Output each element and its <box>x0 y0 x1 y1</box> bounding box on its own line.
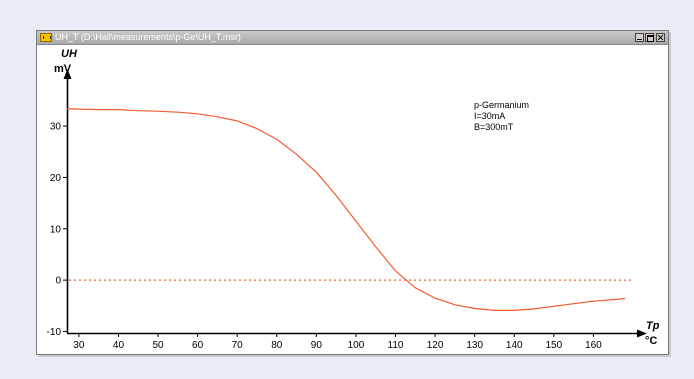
y-axis-unit: mV <box>54 63 72 75</box>
maximize-button[interactable] <box>645 33 654 42</box>
y-tick-label: 30 <box>50 122 62 133</box>
series-line-uh <box>66 108 626 311</box>
x-tick-label: 80 <box>271 340 283 351</box>
x-tick-label: 90 <box>311 340 323 351</box>
x-tick-label: 140 <box>506 340 523 351</box>
x-tick-label: 50 <box>152 340 164 351</box>
y-tick-label: 10 <box>50 224 62 235</box>
y-tick-label: 20 <box>50 173 62 184</box>
window-titlebar[interactable]: UH_T (D:\Hall\measurements\p-Ge\UH_T.msr… <box>37 31 668 45</box>
x-tick-label: 40 <box>113 340 125 351</box>
annotation-field: B=300mT <box>474 122 514 132</box>
close-button[interactable] <box>656 33 665 42</box>
x-tick-label: 160 <box>585 340 602 351</box>
y-tick-label: -10 <box>47 327 62 338</box>
x-axis-label: Tp <box>646 320 660 332</box>
minimize-button[interactable] <box>635 33 644 42</box>
annotation-current: I=30mA <box>474 111 505 121</box>
x-tick-label: 100 <box>348 340 365 351</box>
y-axis-label: UH <box>61 48 78 60</box>
annotation-sample: p-Germanium <box>474 100 529 110</box>
x-tick-label: 130 <box>466 340 483 351</box>
app-icon[interactable] <box>40 33 52 42</box>
x-tick-label: 110 <box>388 340 404 351</box>
x-tick-label: 70 <box>232 340 244 351</box>
window-title: UH_T (D:\Hall\measurements\p-Ge\UH_T.msr… <box>55 32 241 42</box>
x-axis-arrow <box>637 329 647 338</box>
x-tick-label: 30 <box>73 340 85 351</box>
measurement-window: UH_T (D:\Hall\measurements\p-Ge\UH_T.msr… <box>36 30 669 355</box>
x-tick-label: 120 <box>427 340 444 351</box>
y-axis-arrow <box>63 69 72 79</box>
x-tick-label: 150 <box>545 340 562 351</box>
x-axis-unit: °C <box>645 335 657 347</box>
chart: 30 40 50 60 70 80 90 100 110 120 130 140 150 160 -10 0 1… <box>47 48 660 351</box>
y-tick-label: 0 <box>55 276 61 287</box>
x-tick-label: 60 <box>192 340 204 351</box>
